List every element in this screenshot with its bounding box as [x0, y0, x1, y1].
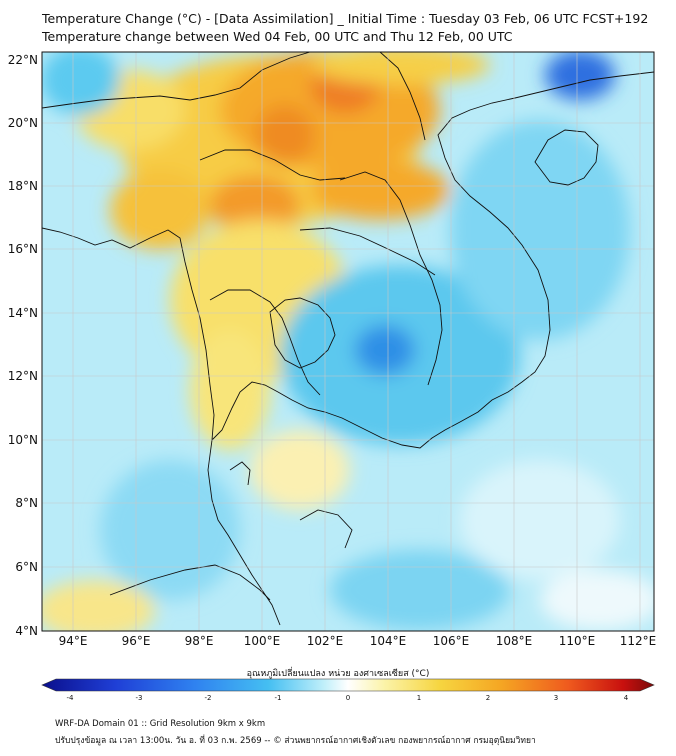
- colorbar-tick-label: 4: [624, 694, 629, 702]
- footer-update-info: ปรับปรุงข้อมูล ณ เวลา 13:00น. วัน อ. ที่…: [55, 736, 536, 746]
- lon-label: 112°E: [620, 634, 657, 648]
- lat-label: 10°N: [8, 433, 38, 447]
- lon-label: 96°E: [122, 634, 151, 648]
- latitude-axis: 22°N 20°N 18°N 16°N 14°N 12°N 10°N 8°N 6…: [8, 53, 38, 638]
- lat-label: 22°N: [8, 53, 38, 67]
- colorbar-tick-label: 3: [554, 694, 558, 702]
- longitude-axis: 94°E 96°E 98°E 100°E 102°E 104°E 106°E 1…: [59, 634, 657, 648]
- lat-label: 20°N: [8, 116, 38, 130]
- footer-model-info: WRF-DA Domain 01 :: Grid Resolution 9km …: [55, 719, 266, 729]
- map-title: Temperature Change (°C) - [Data Assimila…: [42, 11, 649, 26]
- colorbar-tick-label: 2: [486, 694, 490, 702]
- graticule: [42, 52, 654, 631]
- colorbar-ticks: -4 -3 -2 -1 0 1 2 3 4: [67, 694, 629, 702]
- lon-label: 102°E: [307, 634, 344, 648]
- colorbar-tick-label: -3: [136, 694, 143, 702]
- map-frame: [41, 51, 655, 632]
- colorbar-title: อุณหภูมิเปลี่ยนแปลง หน่วย องศาเซลเซียส (…: [246, 669, 430, 679]
- lon-label: 108°E: [496, 634, 533, 648]
- lat-label: 6°N: [15, 560, 38, 574]
- coastlines-and-borders: [42, 52, 654, 626]
- colorbar-tick-label: 0: [346, 694, 350, 702]
- lat-label: 16°N: [8, 242, 38, 256]
- lon-label: 110°E: [559, 634, 596, 648]
- lon-label: 98°E: [185, 634, 214, 648]
- lat-label: 14°N: [8, 306, 38, 320]
- colorbar-tick-label: -4: [67, 694, 75, 702]
- lat-label: 4°N: [15, 624, 38, 638]
- colorbar-tick-label: 1: [417, 694, 421, 702]
- colorbar-tick-label: -2: [205, 694, 212, 702]
- lon-label: 94°E: [59, 634, 88, 648]
- lon-label: 100°E: [244, 634, 281, 648]
- map-subtitle: Temperature change between Wed 04 Feb, 0…: [42, 29, 513, 44]
- lon-label: 106°E: [433, 634, 470, 648]
- lat-label: 18°N: [8, 179, 38, 193]
- lon-label: 104°E: [370, 634, 407, 648]
- colorbar-tick-label: -1: [275, 694, 282, 702]
- lat-label: 8°N: [15, 496, 38, 510]
- temperature-field: [42, 52, 654, 631]
- colorbar: [41, 678, 655, 692]
- lat-label: 12°N: [8, 369, 38, 383]
